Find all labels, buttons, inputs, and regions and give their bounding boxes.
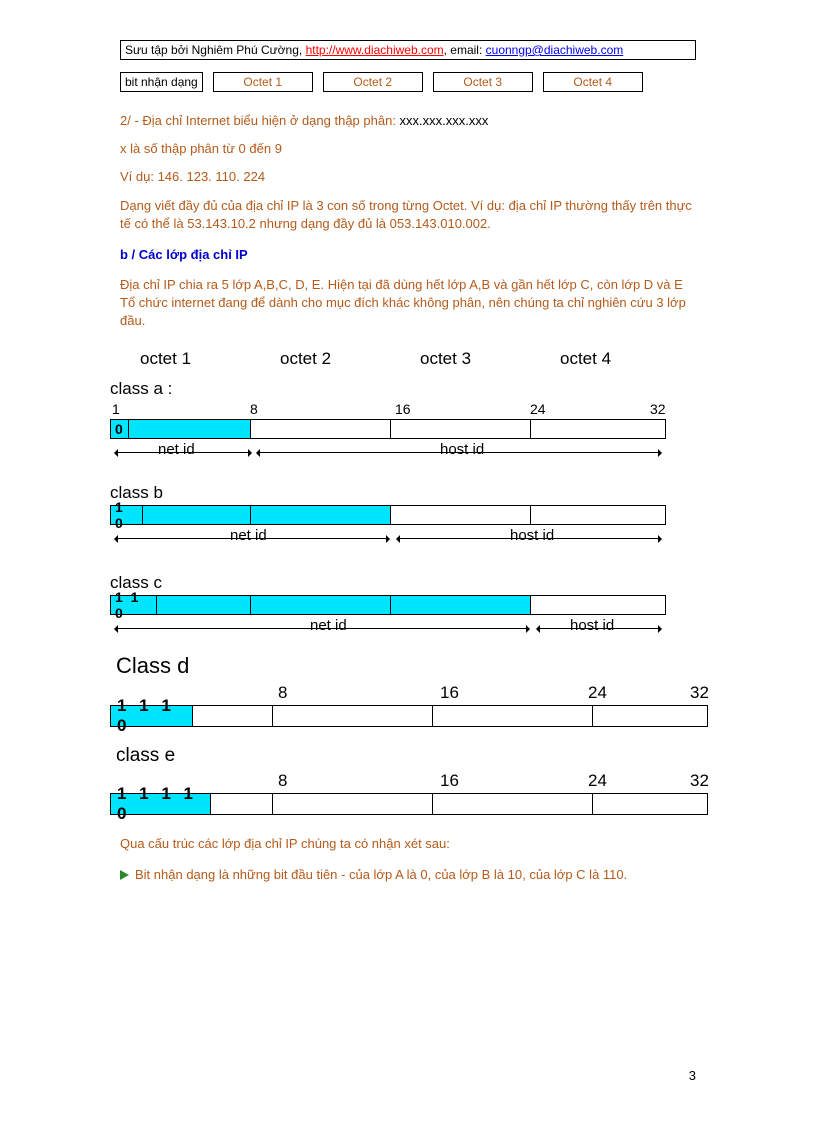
hostid-label: host id bbox=[570, 617, 614, 634]
col-header: octet 2 bbox=[280, 349, 420, 369]
class-a-ticks: 1 8 16 24 32 bbox=[110, 401, 706, 419]
class-b-bar: 1 0 bbox=[110, 505, 666, 525]
class-c-id-labels: net id host id bbox=[110, 617, 706, 641]
class-e-label: class e bbox=[116, 745, 706, 767]
seg bbox=[211, 794, 273, 814]
seg bbox=[531, 596, 665, 614]
class-c-label: class c bbox=[110, 573, 706, 593]
seg bbox=[391, 420, 531, 438]
tick: 16 bbox=[395, 401, 411, 417]
class-b-label: class b bbox=[110, 483, 706, 503]
class-e-ticks: 8 16 24 32 bbox=[110, 771, 706, 793]
seg bbox=[129, 420, 251, 438]
class-e-prefix: 1 1 1 1 0 bbox=[111, 794, 211, 814]
bullet-paragraph: Bit nhận dạng là những bit đầu tiên - củ… bbox=[120, 867, 696, 882]
paragraph: Ví dụ: 146. 123. 110. 224 bbox=[120, 168, 696, 186]
header-link-1[interactable]: http://www.diachiweb.com bbox=[306, 43, 444, 57]
class-e-bar: 1 1 1 1 0 bbox=[110, 793, 708, 815]
class-a-bar: 0 bbox=[110, 419, 666, 439]
class-d-bar: 1 1 1 0 bbox=[110, 705, 708, 727]
octet-column-headers: octet 1 octet 2 octet 3 octet 4 bbox=[110, 349, 706, 369]
seg bbox=[157, 596, 251, 614]
seg bbox=[143, 506, 251, 524]
col-header: octet 3 bbox=[420, 349, 560, 369]
seg bbox=[593, 706, 707, 726]
seg bbox=[193, 706, 273, 726]
tick: 16 bbox=[440, 771, 459, 791]
header-link-2[interactable]: cuonngp@diachiweb.com bbox=[486, 43, 624, 57]
paragraph: Qua cấu trúc các lớp địa chỉ IP chúng ta… bbox=[120, 835, 696, 853]
class-d-ticks: 8 16 24 32 bbox=[110, 683, 706, 705]
header-mid: , email: bbox=[444, 43, 486, 57]
tick: 24 bbox=[588, 683, 607, 703]
class-d-label: Class d bbox=[116, 653, 706, 679]
tick: 32 bbox=[690, 771, 709, 791]
seg bbox=[531, 506, 665, 524]
octet-cell: Octet 4 bbox=[543, 72, 643, 92]
seg bbox=[391, 596, 531, 614]
tick: 8 bbox=[278, 771, 287, 791]
paragraph: x là số thập phân từ 0 đến 9 bbox=[120, 140, 696, 158]
class-a-prefix: 0 bbox=[111, 420, 129, 438]
header-attribution: Sưu tập bởi Nghiêm Phú Cường, http://www… bbox=[120, 40, 696, 60]
seg bbox=[251, 506, 391, 524]
tick: 32 bbox=[650, 401, 666, 417]
seg bbox=[273, 706, 433, 726]
header-prefix: Sưu tập bởi Nghiêm Phú Cường, bbox=[125, 43, 306, 57]
octet-label-cell: bit nhận dạng bbox=[120, 72, 203, 92]
seg bbox=[593, 794, 707, 814]
col-header: octet 1 bbox=[140, 349, 280, 369]
seg bbox=[433, 794, 593, 814]
tick: 8 bbox=[250, 401, 258, 417]
bullet-arrow-icon bbox=[120, 870, 129, 880]
hostid-label: host id bbox=[440, 441, 484, 458]
tick: 24 bbox=[588, 771, 607, 791]
seg bbox=[273, 794, 433, 814]
tick: 24 bbox=[530, 401, 546, 417]
text: Bit nhận dạng là những bit đầu tiên - củ… bbox=[135, 867, 627, 882]
tick: 1 bbox=[112, 401, 120, 417]
page-number: 3 bbox=[689, 1068, 696, 1083]
class-d-prefix: 1 1 1 0 bbox=[111, 706, 193, 726]
seg bbox=[531, 420, 665, 438]
tick: 16 bbox=[440, 683, 459, 703]
ip-class-diagram: octet 1 octet 2 octet 3 octet 4 class a … bbox=[110, 349, 706, 815]
class-b-id-labels: net id host id bbox=[110, 527, 706, 551]
text: 2/ - Địa chỉ Internet biểu hiện ở dạng t… bbox=[120, 113, 400, 128]
hostid-label: host id bbox=[510, 527, 554, 544]
netid-label: net id bbox=[158, 441, 195, 458]
seg bbox=[251, 420, 391, 438]
col-header: octet 4 bbox=[560, 349, 700, 369]
section-heading: b / Các lớp địa chỉ IP bbox=[120, 247, 696, 262]
octet-cell: Octet 2 bbox=[323, 72, 423, 92]
octet-cell: Octet 3 bbox=[433, 72, 533, 92]
octet-table: bit nhận dạng Octet 1 Octet 2 Octet 3 Oc… bbox=[120, 72, 696, 92]
class-c-bar: 1 1 0 bbox=[110, 595, 666, 615]
netid-label: net id bbox=[310, 617, 347, 634]
octet-cell: Octet 1 bbox=[213, 72, 313, 92]
class-a-label: class a : bbox=[110, 379, 706, 399]
netid-label: net id bbox=[230, 527, 267, 544]
class-c-prefix: 1 1 0 bbox=[111, 596, 157, 614]
tick: 8 bbox=[278, 683, 287, 703]
paragraph-format: 2/ - Địa chỉ Internet biểu hiện ở dạng t… bbox=[120, 112, 696, 130]
class-b-prefix: 1 0 bbox=[111, 506, 143, 524]
tick: 32 bbox=[690, 683, 709, 703]
text: xxx.xxx.xxx.xxx bbox=[400, 113, 489, 128]
seg bbox=[251, 596, 391, 614]
class-a-id-labels: net id host id bbox=[110, 441, 706, 465]
paragraph: Địa chỉ IP chia ra 5 lớp A,B,C, D, E. Hi… bbox=[120, 276, 696, 331]
paragraph: Dạng viết đầy đủ của địa chỉ IP là 3 con… bbox=[120, 197, 696, 233]
seg bbox=[391, 506, 531, 524]
seg bbox=[433, 706, 593, 726]
